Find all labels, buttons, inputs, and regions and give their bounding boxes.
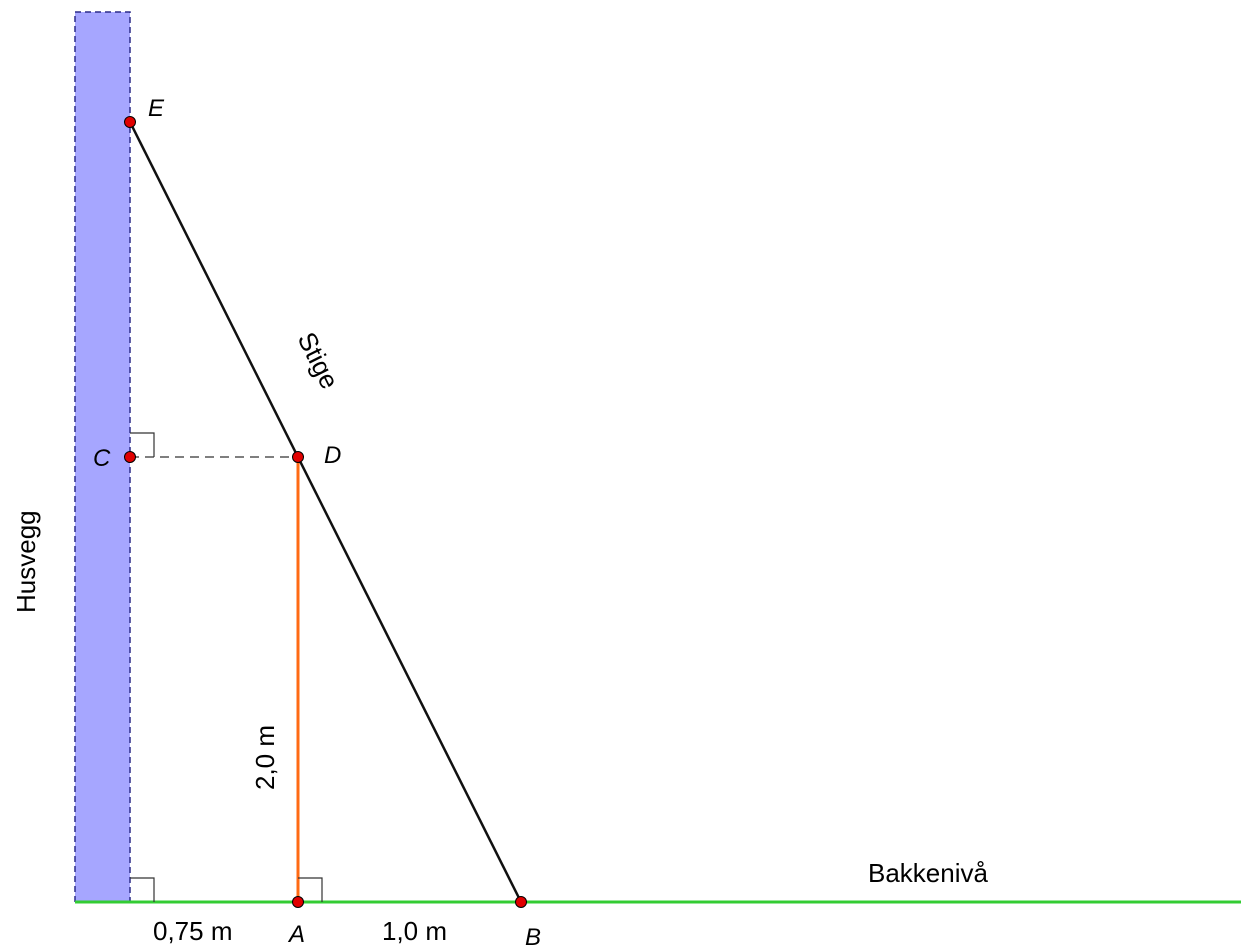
point-e [124, 116, 136, 128]
label-height: 2,0 m [250, 725, 280, 790]
right-angle-marker-wall-ground [130, 877, 155, 902]
label-point-c: C [93, 445, 111, 472]
label-point-e: E [148, 95, 165, 122]
label-ground: Bakkenivå [868, 858, 988, 888]
house-wall [74, 11, 131, 903]
right-angle-marker-c [130, 432, 155, 457]
ladder-line [128, 121, 523, 903]
point-b [515, 896, 527, 908]
label-dist-a-b: 1,0 m [382, 916, 447, 946]
point-d [292, 451, 304, 463]
point-c [124, 451, 136, 463]
label-dist-wall-a: 0,75 m [153, 916, 233, 946]
label-point-d: D [324, 442, 341, 469]
point-a [292, 896, 304, 908]
label-point-b: B [525, 924, 541, 949]
label-wall: Husvegg [11, 510, 41, 613]
right-angle-marker-a [298, 877, 323, 902]
label-ladder: Stige [292, 327, 345, 393]
label-point-a: A [287, 921, 305, 948]
